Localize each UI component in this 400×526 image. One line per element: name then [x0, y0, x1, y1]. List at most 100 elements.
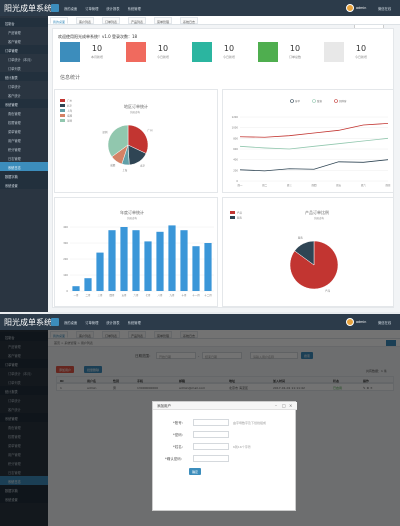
x-tick-label: 周三: [287, 183, 293, 187]
chart-panel-product: [222, 197, 394, 307]
tab-desktop[interactable]: 我的桌面: [50, 17, 69, 24]
topnav-item[interactable]: 统计报表: [106, 7, 120, 11]
sidebar-item-syslog[interactable]: 系统日志: [0, 162, 48, 171]
bar: [180, 230, 188, 291]
maximize-icon[interactable]: □: [282, 403, 286, 408]
x-tick-label: 九月: [169, 293, 175, 297]
sidebar-item-roles[interactable]: 角色管理: [8, 111, 21, 116]
x-tick-label: 一月: [73, 293, 79, 297]
car-icon: [126, 42, 146, 62]
x-tick-label: 六月: [133, 293, 139, 297]
legend-label: 深圳: [67, 119, 73, 123]
legend-label: 北京: [67, 104, 73, 108]
sidebar-item-console[interactable]: 控制台: [0, 18, 48, 27]
topnav-item[interactable]: 系统管理: [127, 7, 141, 11]
legend-swatch: [60, 99, 65, 102]
x-tick-label: 三月: [97, 293, 103, 297]
user-name[interactable]: admin: [356, 6, 367, 10]
sidebar-item-customer[interactable]: 客户管理: [8, 39, 21, 44]
sidebar-item-order-list[interactable]: 订单列表: [8, 66, 21, 71]
sidebar-item-users[interactable]: 用户管理: [8, 138, 21, 143]
sidebar-item-dict[interactable]: 数据字典: [0, 171, 48, 180]
sidebar-item-product[interactable]: 产品管理: [8, 30, 21, 35]
account-input[interactable]: [193, 419, 229, 426]
bar: [156, 231, 164, 291]
y-tick-label: 0: [66, 289, 68, 293]
tab-syslog[interactable]: 系统日志: [180, 17, 199, 24]
y-tick-label: 1000: [232, 126, 239, 130]
annual-bar-chart: 0 100 200 300 400 一月 二月 三月 四月 五月 六月 七月 八月 九月 十月 十一月 十二月: [63, 225, 214, 297]
tab-orders[interactable]: 订单列表: [102, 17, 121, 24]
section-title: 信息统计: [60, 75, 81, 81]
topnav-item[interactable]: 系统管理: [127, 321, 141, 325]
minimize-icon[interactable]: –: [275, 403, 277, 408]
sidebar-item-settings[interactable]: 系统设置: [0, 180, 48, 189]
legend-label: 团体客: [339, 99, 347, 103]
stat-card: 10 本月新增: [60, 42, 112, 62]
legend-swatch: [230, 216, 235, 219]
confirm-password-input[interactable]: [193, 455, 229, 462]
x-tick-label: 周四: [311, 183, 317, 187]
submit-button[interactable]: 确定: [189, 468, 202, 475]
user-status: 微信在线: [378, 7, 392, 11]
app-logo: 阳光成单系统: [4, 318, 52, 327]
tab-menus[interactable]: 菜单管理: [154, 17, 173, 24]
app-logo: 阳光成单系统: [4, 4, 52, 13]
top-bar: 阳光成单系统 我的桌面 订单管理 统计报表 系统管理 admin 微信在线: [0, 0, 400, 16]
x-tick-label: 十二月: [204, 293, 212, 297]
menu-toggle-button[interactable]: [51, 318, 59, 326]
legend-marker: [312, 99, 316, 103]
sidebar-item-report-customers[interactable]: 客户统计: [8, 93, 21, 98]
legend-marker: [290, 99, 294, 103]
user-avatar[interactable]: [346, 4, 354, 12]
sidebar-item-points[interactable]: 积分管理: [8, 147, 21, 152]
series-line: [239, 137, 389, 150]
topnav-item[interactable]: 统计报表: [106, 321, 120, 325]
field-label: *账号：: [173, 421, 186, 425]
sidebar-item-permissions[interactable]: 权限管理: [8, 120, 21, 125]
y-tick-label: 300: [63, 241, 68, 245]
tab-bar: 我的桌面 客户列表 订单列表 产品列表 菜单管理 系统日志: [48, 16, 400, 25]
topnav-item[interactable]: 我的桌面: [64, 7, 78, 11]
menu-toggle-button[interactable]: [51, 4, 59, 12]
dashboard-screen: 阳光成单系统 我的桌面 订单管理 统计报表 系统管理 admin 微信在线 个人…: [0, 0, 400, 312]
x-tick-label: 二月: [85, 293, 91, 297]
topnav-item[interactable]: 订单管理: [85, 321, 99, 325]
close-icon[interactable]: ×: [289, 403, 293, 408]
bar: [204, 243, 212, 291]
password-input[interactable]: [193, 431, 229, 438]
x-tick-label: 十一月: [192, 293, 200, 297]
legend-label: 上海: [67, 109, 73, 113]
name-input[interactable]: [193, 443, 229, 450]
bar: [84, 278, 92, 291]
legend-label: 服务: [237, 216, 243, 220]
stat-card: 10 今日新增: [192, 42, 244, 62]
sidebar-item-system[interactable]: 系统管理: [0, 99, 48, 108]
slice-label: 服务: [298, 235, 304, 239]
field-label: *密码：: [173, 433, 186, 437]
dialog-title: 添加用户: [157, 404, 171, 408]
slice-label: 上海: [122, 168, 128, 172]
user-list-screen: 阳光成单系统 我的桌面 订单管理 统计报表 系统管理 admin 微信在线 控制…: [0, 314, 400, 526]
legend-marker: [334, 99, 338, 103]
topnav-item[interactable]: 订单管理: [85, 7, 99, 11]
topnav-item[interactable]: 我的桌面: [64, 321, 78, 325]
tab-products[interactable]: 产品列表: [128, 17, 147, 24]
bar: [120, 227, 128, 291]
sidebar-item-menus[interactable]: 菜单管理: [8, 129, 21, 134]
y-tick-label: 400: [233, 158, 238, 162]
user-avatar[interactable]: [346, 318, 354, 326]
sidebar-item-orders[interactable]: 订单管理: [0, 45, 48, 54]
sidebar-item-report-orders[interactable]: 订单统计: [8, 84, 21, 89]
chart-title: 年度订单统计: [120, 210, 144, 215]
sidebar-item-order-stats[interactable]: 订单统计（本月）: [8, 57, 34, 62]
sidebar-item-reports[interactable]: 统计报表: [0, 72, 48, 81]
bar: [108, 230, 116, 291]
sidebar-item-logs[interactable]: 日志管理: [8, 156, 21, 161]
tab-customers[interactable]: 客户列表: [76, 17, 95, 24]
y-tick-label: 200: [233, 168, 238, 172]
user-name[interactable]: admin: [356, 320, 367, 324]
empty-icon: [324, 42, 344, 62]
bar-chart-icon: [192, 42, 212, 62]
